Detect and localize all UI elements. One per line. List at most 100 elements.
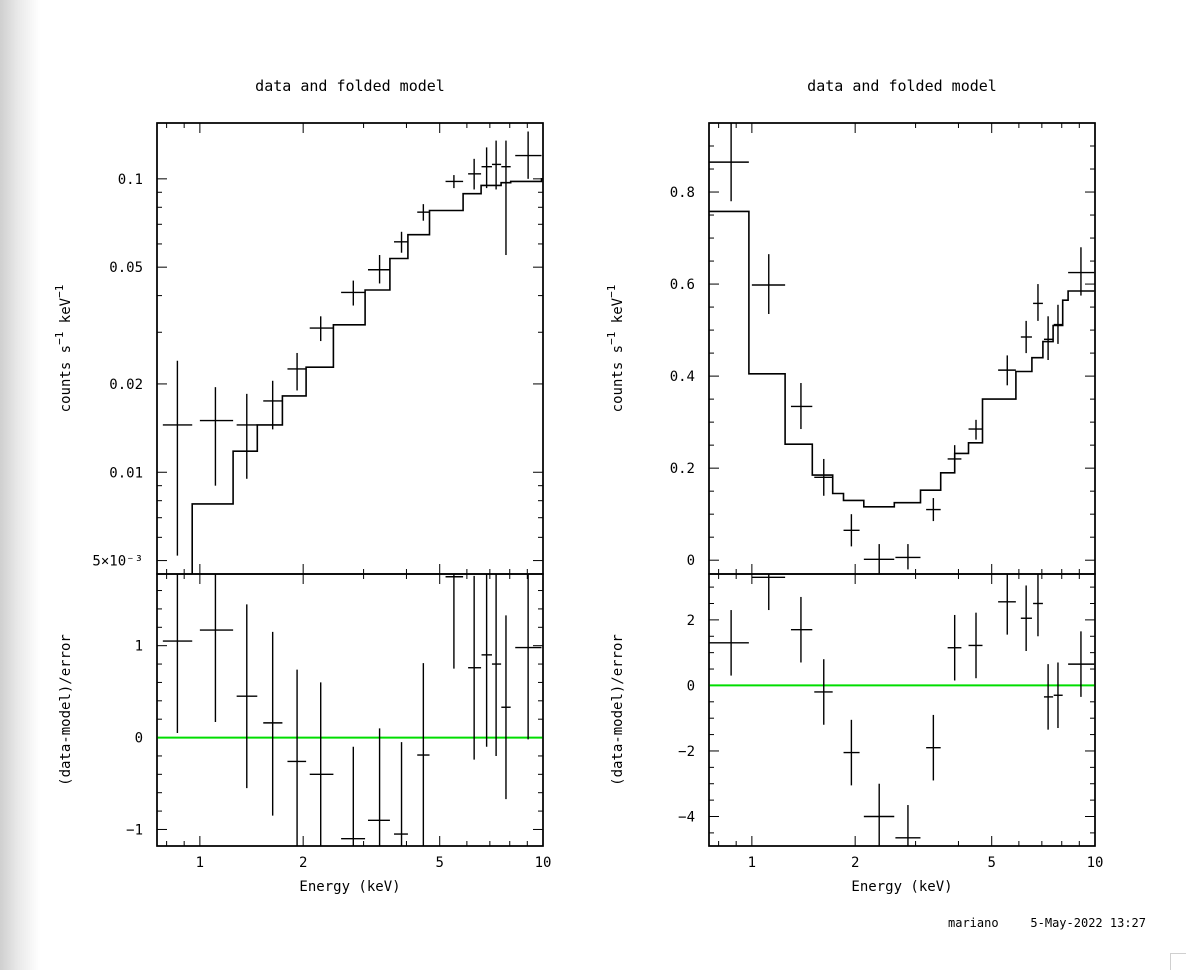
outer-frame — [156, 122, 544, 847]
y-tick-label: 0.1 — [118, 172, 143, 188]
data-point — [1053, 304, 1063, 344]
folded-model-line — [191, 178, 543, 574]
residual-point — [843, 719, 860, 786]
residual-point — [751, 574, 786, 611]
y-tick-label: 1 — [135, 639, 143, 655]
residual-point — [162, 574, 193, 733]
residual-point — [515, 574, 542, 740]
residual-point — [263, 631, 283, 816]
data-point — [263, 380, 283, 430]
x-tick-label: 10 — [535, 855, 552, 871]
residual-point — [895, 805, 921, 846]
x-tick-label: 1 — [196, 855, 204, 871]
residual-point — [501, 615, 511, 800]
data-point — [814, 458, 833, 496]
data-point — [394, 231, 408, 253]
residual-point — [947, 614, 962, 681]
data-point — [491, 140, 502, 190]
y-tick-label: 0.02 — [109, 377, 143, 393]
folded-model-line — [709, 210, 1095, 508]
window-resize-corner[interactable] — [1170, 953, 1186, 970]
data-point — [1033, 284, 1043, 321]
data-point — [998, 355, 1016, 386]
data-point — [501, 140, 511, 256]
residual-point — [998, 574, 1016, 635]
data-point — [341, 280, 366, 306]
data-point — [1043, 316, 1054, 361]
residual-point — [926, 714, 941, 781]
y-tick-label: −1 — [126, 822, 143, 838]
residual-point — [1033, 574, 1043, 637]
y-tick-label: 2 — [687, 613, 695, 629]
data-point — [445, 175, 464, 189]
data-point — [481, 147, 492, 189]
data-point — [751, 254, 786, 314]
data-point — [968, 419, 983, 440]
top-axes-frame — [708, 122, 1096, 575]
y-tick-label: 0 — [687, 553, 695, 569]
data-point — [947, 445, 962, 473]
window-side-shadow — [0, 0, 40, 970]
y-tick-label: 0.8 — [670, 185, 695, 201]
residual-axes-frame — [708, 573, 1096, 847]
data-point — [236, 393, 258, 479]
x-tick-label: 2 — [851, 855, 859, 871]
data-point — [709, 123, 749, 202]
y-axis-label-residual: (data-model)/error — [610, 634, 626, 786]
residual-point — [309, 682, 334, 846]
y-tick-label: 0.4 — [670, 369, 695, 385]
plot-title: data and folded model — [807, 77, 997, 95]
residual-point — [814, 659, 833, 725]
y-tick-label: −4 — [678, 810, 695, 826]
data-point — [468, 158, 482, 190]
data-point — [287, 352, 307, 391]
residual-point — [1053, 662, 1063, 729]
residual-point — [394, 742, 408, 846]
outer-frame — [708, 122, 1096, 847]
x-axis-label: Energy (keV) — [851, 879, 952, 895]
y-axis-label-counts: counts s−1 keV−1 — [53, 285, 74, 413]
residual-point — [445, 574, 464, 669]
residual-point — [790, 596, 813, 663]
plot-title: data and folded model — [255, 77, 445, 95]
data-point — [1068, 247, 1095, 296]
y-tick-label: 0.6 — [670, 277, 695, 293]
residual-point — [491, 574, 502, 756]
residual-point — [481, 574, 492, 747]
y-tick-label: −2 — [678, 744, 695, 760]
residual-point — [1068, 631, 1095, 697]
y-tick-label: 5×10⁻³ — [92, 554, 143, 570]
x-tick-label: 5 — [435, 855, 443, 871]
data-point — [926, 498, 941, 522]
y-tick-label: 0 — [687, 678, 695, 694]
residual-point — [367, 728, 390, 846]
residual-point — [287, 669, 307, 846]
y-tick-label: 0 — [135, 731, 143, 747]
y-axis-label-counts: counts s−1 keV−1 — [605, 285, 626, 413]
data-point — [162, 360, 193, 556]
x-tick-label: 5 — [987, 855, 995, 871]
y-tick-label: 0.01 — [109, 465, 143, 481]
residual-point — [236, 604, 258, 789]
top-axes-frame — [156, 122, 544, 575]
x-tick-label: 10 — [1087, 855, 1104, 871]
residual-point — [468, 575, 482, 760]
data-point — [895, 544, 921, 570]
data-point — [1020, 320, 1032, 354]
data-point — [515, 131, 542, 179]
data-point — [417, 204, 430, 221]
residual-point — [968, 612, 983, 679]
x-axis-label: Energy (keV) — [299, 879, 400, 895]
residual-point — [1020, 585, 1032, 652]
data-point — [367, 255, 390, 284]
data-point — [843, 514, 860, 547]
y-axis-label-residual: (data-model)/error — [58, 634, 74, 786]
residual-point — [199, 574, 234, 722]
panel-right: data and folded model 1 2 5 10 Energy (keV) 0 0… — [605, 77, 1103, 895]
x-tick-label: 2 — [299, 855, 307, 871]
x-tick-label: 1 — [748, 855, 756, 871]
residual-point — [1043, 664, 1054, 730]
data-point — [790, 383, 813, 430]
